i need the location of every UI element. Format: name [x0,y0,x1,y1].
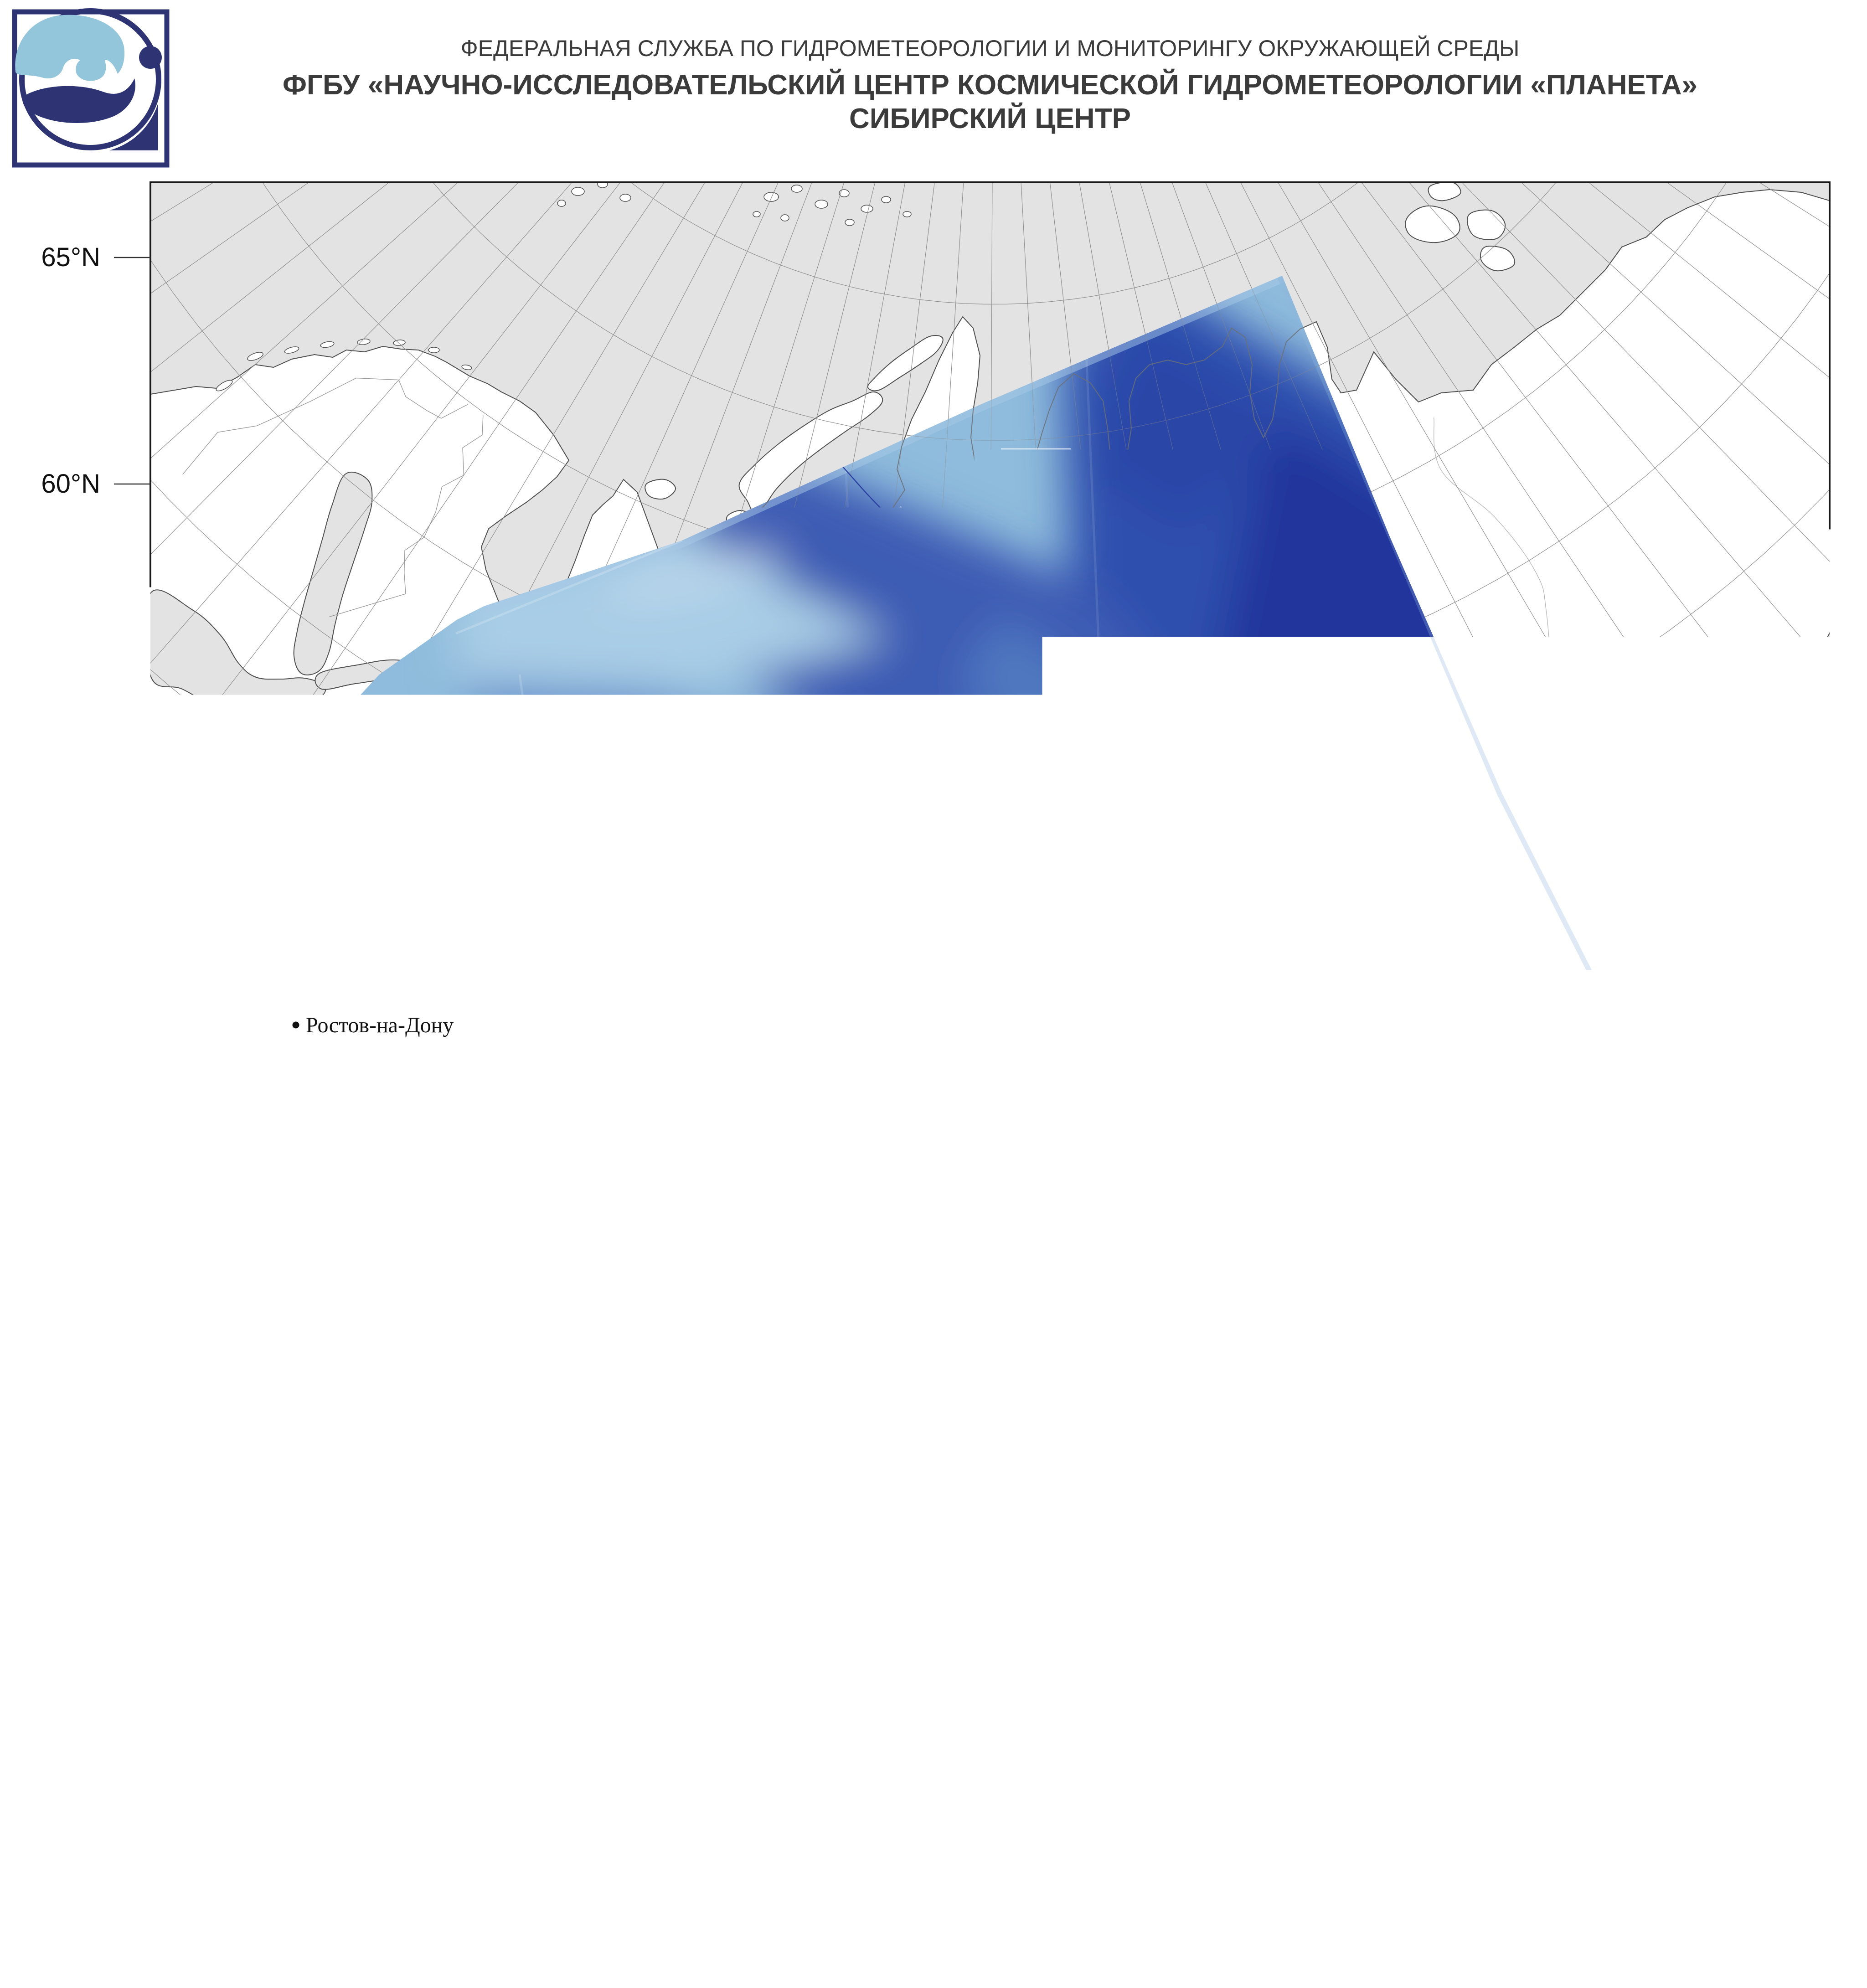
svg-text:Россия, 630099, г. Новосибирск: Россия, 630099, г. Новосибирск, ул. Сове… [26,1901,418,1920]
svg-text:9001: 9001 [1785,1931,1812,1945]
svg-text:Тегеран: Тегеран [394,1376,467,1400]
svg-text:Екатеринбург: Екатеринбург [715,896,843,920]
svg-text:ФЕДЕРАЛЬНАЯ СЛУЖБА ПО ГИДРОМЕТ: ФЕДЕРАЛЬНАЯ СЛУЖБА ПО ГИДРОМЕТЕОРОЛОГИИ … [461,35,1520,61]
svg-text:50°N: 50°N [41,822,100,851]
svg-text:548: 548 [937,1334,965,1356]
svg-text:-2015: -2015 [1784,1944,1814,1958]
svg-text:Ашхабад: Ашхабад [551,1373,635,1397]
svg-text:75°E: 75°E [851,1568,908,1597]
svg-text:508: 508 [829,699,857,722]
svg-text:Хатанга: Хатанга [1212,467,1286,491]
svg-text:Казань: Казань [542,872,607,896]
svg-text:Сабетта: Сабетта [920,515,994,539]
svg-text:Улан-Батор: Улан-Батор [1468,1090,1573,1114]
svg-text:Диксон: Диксон [1006,448,1075,472]
svg-text:Пекин: Пекин [1702,1230,1761,1254]
svg-text:Туруханск: Туруханск [1091,675,1189,699]
svg-text:523: 523 [786,1778,829,1807]
svg-text:ФГБУ «НАУЧНО-ИССЛЕДОВАТЕЛЬСКИЙ: ФГБУ «НАУЧНО-ИССЛЕДОВАТЕЛЬСКИЙ ЦЕНТР КОС… [283,69,1697,101]
svg-text:Игарка: Игарка [1073,626,1139,650]
svg-text:520: 520 [559,818,587,839]
svg-text:Спектральный диапазон: 23.8 -: Спектральный диапазон: 23.8 - 183.3 ГГц [761,1898,1208,1924]
svg-text:Курган: Курган [779,942,844,966]
svg-text:105°E: 105°E [1516,1568,1588,1597]
svg-text:516: 516 [717,764,745,786]
svg-text:Новосибирск: Новосибирск [1047,977,1171,1001]
svg-text:Сыктывкар: Сыктывкар [621,729,727,753]
svg-text:Душанбе: Душанбе [770,1400,855,1424]
svg-text:NOAA21 / ATMS: NOAA21 / ATMS [1517,1890,1680,1915]
svg-text:559: 559 [1625,1778,1668,1807]
svg-text:541: 541 [1206,1778,1248,1807]
svg-text:532: 532 [996,1778,1039,1807]
svg-text:Атырау: Атырау [505,1103,575,1127]
svg-text:Норильск: Норильск [1084,571,1175,595]
svg-text:E-Mail: alexk@rcpod.ru, www.rc: E-Mail: alexk@rcpod.ru, www.rcpod.ru [26,1941,313,1960]
svg-text:Чимбай: Чимбай [614,1252,686,1277]
svg-text:Сибирский центр ФГБУ «НИЦ «Пла: Сибирский центр ФГБУ «НИЦ «Планета» [26,1881,349,1900]
svg-text:Ванавара: Ванавара [1300,793,1387,817]
svg-text:548: 548 [873,1382,893,1409]
svg-text:65°N: 65°N [41,242,100,272]
svg-text:Кызыл: Кызыл [1236,1049,1299,1073]
svg-text:Ростов-на-Дону: Ростов-на-Дону [306,1013,454,1037]
svg-text:528: 528 [1214,1094,1235,1122]
svg-text:Воронеж: Воронеж [353,906,438,930]
svg-text:520: 520 [922,850,950,872]
svg-text:Архангельск: Архангельск [534,602,653,626]
svg-text:Урумчи: Урумчи [1143,1267,1215,1292]
svg-text:45°N: 45°N [41,986,100,1016]
svg-text:90°E: 90°E [1179,1568,1236,1597]
svg-text:Астана: Астана [856,1075,922,1099]
svg-text:55°N: 55°N [41,660,100,690]
svg-text:ИСО: ИСО [1785,1919,1811,1932]
svg-text:40°N: 40°N [41,1147,100,1176]
svg-text:Абакан: Абакан [1181,1014,1248,1038]
svg-text:П.Тунгуска: П.Тунгуска [1129,792,1235,816]
svg-text:520: 520 [1386,1203,1413,1224]
svg-text:496: 496 [157,1778,200,1807]
svg-text:Усть-Илимск: Усть-Илимск [1323,852,1445,876]
svg-text:09.02.2026 12:00 GMT: 09.02.2026 12:00 GMT [858,1928,1098,1954]
svg-text:514: 514 [577,1778,619,1807]
svg-text:550: 550 [1416,1778,1458,1807]
svg-text:Иркутск: Иркутск [1390,995,1468,1019]
svg-text:Омск: Омск [896,976,946,1000]
svg-text:Ханты-Мансийск: Ханты-Мансийск [853,807,1017,831]
svg-text:NOAA20 / ATMS: NOAA20 / ATMS [1517,1849,1680,1874]
svg-text:30°N: 30°N [41,1456,100,1485]
svg-text:35°N: 35°N [41,1298,100,1328]
svg-text:СИБИРСКИЙ ЦЕНТР: СИБИРСКИЙ ЦЕНТР [849,103,1131,134]
svg-text:Сивас: Сивас [165,1160,221,1184]
svg-text:524: 524 [986,903,1015,926]
svg-text:Москва: Москва [384,799,454,824]
svg-text:45°E: 45°E [148,1568,205,1597]
svg-text:С.Енисейск: С.Енисейск [1178,821,1287,845]
svg-text:512: 512 [753,717,782,740]
svg-text:Чита: Чита [1532,950,1578,974]
svg-text:Бишкек: Бишкек [895,1299,967,1324]
svg-text:Ставрополь: Ставрополь [316,1082,426,1107]
svg-text:60°E: 60°E [515,1568,572,1597]
svg-text:Красноярск: Красноярск [1188,945,1297,969]
svg-text:Тел.: (383) 363-46-05, Факс: (: Тел.: (383) 363-46-05, Факс: (383) 363-4… [26,1922,366,1941]
svg-text:Поле геопотенциала на уровне 5: Поле геопотенциала на уровне 500 гПа, гп… [438,1670,1549,1720]
svg-text:505: 505 [367,1778,409,1807]
svg-text:60°N: 60°N [41,469,100,499]
